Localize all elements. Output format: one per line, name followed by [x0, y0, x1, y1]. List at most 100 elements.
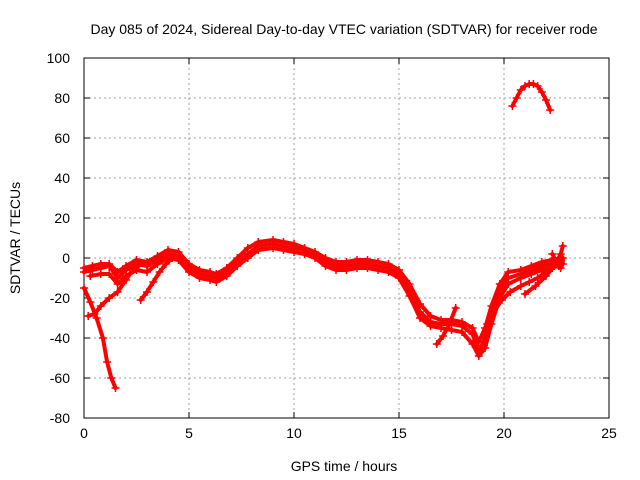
data-point: [558, 242, 567, 250]
data-point: [426, 322, 435, 330]
data-point: [447, 326, 456, 334]
data-point: [525, 278, 534, 286]
data-point: [374, 266, 382, 274]
data-point: [132, 256, 141, 264]
data-point: [558, 254, 567, 262]
data-point: [542, 272, 550, 280]
data-point: [405, 292, 414, 300]
data-point: [153, 260, 162, 268]
data-point: [212, 270, 221, 278]
series-line: [434, 306, 458, 346]
y-tick-label: -40: [50, 330, 70, 346]
data-point: [497, 296, 506, 304]
data-point: [363, 256, 372, 264]
series-line: [86, 264, 141, 318]
data-point: [353, 264, 361, 272]
data-point: [474, 338, 483, 346]
data-point: [103, 358, 112, 366]
data-point: [122, 262, 130, 270]
data-point: [533, 82, 542, 90]
y-tick-label: -80: [50, 410, 70, 426]
x-tick-label: 5: [185, 425, 193, 441]
data-point: [90, 310, 99, 318]
data-point: [161, 260, 170, 268]
y-tick-label: 0: [62, 250, 70, 266]
data-point: [105, 270, 114, 278]
data-point: [185, 268, 193, 276]
data-point: [243, 254, 252, 262]
data-point: [122, 276, 130, 284]
plot-frame: [83, 57, 610, 419]
data-point: [111, 384, 120, 392]
data-point: [516, 86, 525, 94]
data-point: [80, 264, 88, 272]
data-point: [168, 254, 177, 262]
x-tick-label: 25: [601, 425, 617, 441]
x-tick-labels: 0 5 10 15 20 25: [80, 425, 617, 441]
x-tick-label: 0: [80, 425, 88, 441]
data-point: [206, 276, 214, 284]
y-tick-label: -60: [50, 370, 70, 386]
data-point: [149, 278, 158, 286]
data-point: [468, 340, 477, 348]
data-point: [458, 318, 466, 326]
series-high-arc: [508, 80, 555, 114]
data-point: [508, 102, 517, 110]
data-point: [243, 244, 252, 252]
y-tick-label: 80: [54, 90, 70, 106]
data-point: [353, 256, 361, 264]
data-point: [153, 252, 162, 260]
data-point: [174, 256, 183, 264]
data-point: [105, 294, 114, 302]
data-point: [384, 268, 393, 276]
data-point: [290, 248, 298, 256]
data-point: [332, 258, 340, 266]
data-point: [504, 280, 513, 288]
data-point: [489, 308, 498, 316]
x-tick-label: 10: [286, 425, 302, 441]
data-point: [311, 254, 319, 262]
data-point: [527, 270, 536, 278]
data-point: [96, 260, 105, 268]
data-point: [321, 262, 330, 270]
data-point: [143, 288, 151, 296]
data-point: [487, 302, 496, 310]
data-point: [185, 260, 193, 268]
data-series: [80, 80, 567, 392]
data-point: [143, 268, 151, 276]
data-point: [483, 320, 492, 328]
data-point: [269, 244, 277, 252]
data-point: [342, 266, 351, 274]
data-point: [174, 248, 183, 256]
data-point: [88, 262, 97, 270]
data-point: [432, 340, 441, 348]
data-point: [537, 258, 546, 266]
series-line: [138, 256, 175, 302]
data-point: [474, 352, 483, 360]
data-point: [86, 272, 95, 280]
data-point: [143, 258, 151, 266]
series-end-cluster: [548, 250, 567, 272]
data-point: [195, 274, 204, 282]
data-point: [113, 268, 122, 276]
data-point: [533, 274, 542, 282]
data-point: [521, 82, 529, 90]
y-tick-label: 60: [54, 130, 70, 146]
data-point: [374, 258, 382, 266]
data-point: [332, 266, 340, 274]
data-point: [451, 304, 460, 312]
data-point: [495, 280, 504, 288]
data-point: [113, 288, 122, 296]
data-point: [233, 262, 242, 270]
y-tick-label: -20: [50, 290, 70, 306]
data-point: [512, 94, 521, 102]
data-point: [468, 324, 477, 332]
data-point: [206, 268, 214, 276]
series-line: [88, 246, 563, 358]
data-point: [233, 254, 242, 262]
data-point: [437, 324, 445, 332]
data-point: [164, 246, 172, 254]
data-point: [321, 254, 330, 262]
data-point: [254, 246, 263, 254]
data-point: [195, 266, 204, 274]
